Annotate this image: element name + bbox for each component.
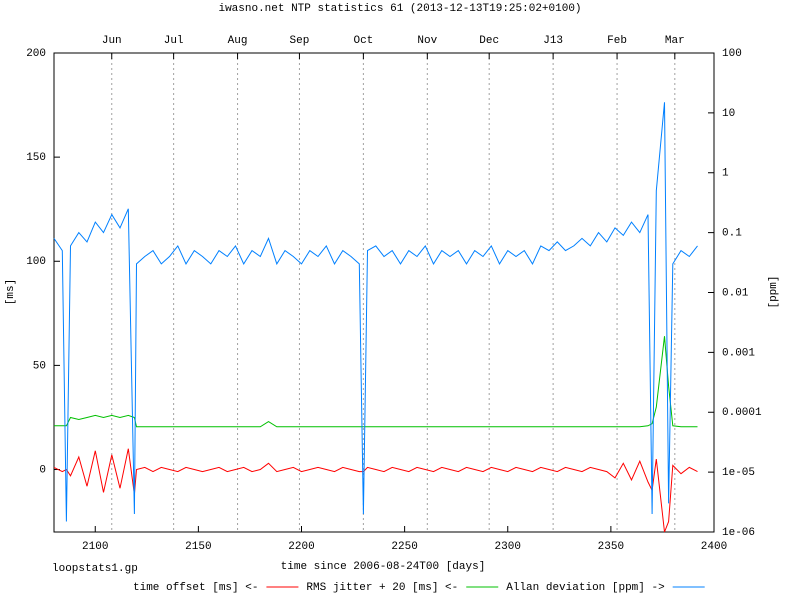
x-tick-label: 2150: [185, 541, 211, 553]
x-tick-label: 2250: [391, 541, 417, 553]
y2-tick-label: 0.0001: [722, 407, 762, 419]
y2-tick-label: 0.01: [722, 287, 749, 299]
y-axis-label: [ms]: [5, 279, 17, 305]
y-tick-label: 150: [26, 152, 46, 164]
series-line: [53, 102, 698, 522]
x-axis-label: time since 2006-08-24T00 [days]: [281, 561, 486, 573]
y2-tick-label: 0.1: [722, 228, 742, 240]
y2-tick-label: 1e-06: [722, 527, 755, 539]
x2-tick-label: Sep: [290, 35, 310, 47]
y-tick-label: 100: [26, 256, 46, 268]
x2-tick-label: Aug: [228, 35, 248, 47]
y2-axis-label: [ppm]: [768, 275, 780, 308]
chart-title: iwasno.net NTP statistics 61 (2013-12-13…: [218, 3, 581, 15]
y-tick-label: 200: [26, 48, 46, 60]
x2-tick-label: Dec: [479, 35, 499, 47]
y2-tick-label: 1e-05: [722, 467, 755, 479]
y-tick-label: 50: [33, 360, 46, 372]
x2-tick-label: Mar: [665, 35, 685, 47]
legend-label: RMS jitter + 20 [ms] <-: [306, 582, 458, 594]
x2-tick-label: Jul: [164, 35, 184, 47]
plot-border: [53, 52, 715, 533]
x-tick-label: 2400: [701, 541, 727, 553]
y-tick-label: 0: [39, 464, 46, 476]
x-tick-label: 2350: [598, 541, 624, 553]
footnote: loopstats1.gp: [52, 563, 138, 575]
x2-tick-label: Jun: [102, 35, 122, 47]
y2-tick-label: 10: [722, 108, 735, 120]
series-line: [53, 448, 698, 533]
x-tick-label: 2300: [495, 541, 521, 553]
legend-label: time offset [ms] <-: [133, 582, 258, 594]
x2-tick-label: Nov: [417, 35, 437, 47]
legend-label: Allan deviation [ppm] ->: [506, 582, 664, 594]
x-tick-label: 2100: [82, 541, 108, 553]
y2-tick-label: 0.001: [722, 347, 755, 359]
y2-tick-label: 100: [722, 48, 742, 60]
y2-tick-label: 1: [722, 168, 729, 180]
series-line: [54, 336, 698, 428]
x-tick-label: 2200: [288, 541, 314, 553]
x2-tick-label: Oct: [353, 35, 373, 47]
x2-tick-label: J13: [543, 35, 563, 47]
x2-tick-label: Feb: [607, 35, 627, 47]
